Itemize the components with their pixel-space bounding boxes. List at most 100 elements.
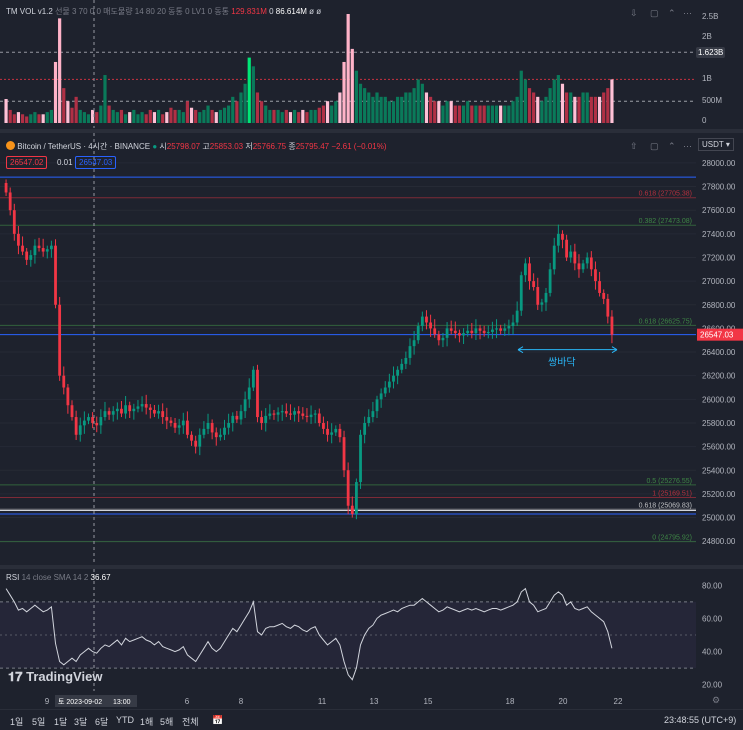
volume-pane: TM VOL v1.2 선물 3 70 0 0 매도물량 14 80 20 동통… (0, 0, 743, 128)
volume-bar (4, 99, 8, 123)
candle-body (17, 233, 20, 246)
volume-bar (334, 101, 338, 123)
volume-bar (45, 112, 49, 123)
range-1d-button[interactable]: 1일 (10, 717, 24, 727)
pane-separator[interactable] (0, 129, 743, 133)
range-5y-button[interactable]: 5해 (160, 717, 174, 727)
volume-bar (99, 105, 103, 123)
range-ytd-button[interactable]: YTD (116, 715, 134, 725)
volume-bar (231, 96, 235, 123)
volume-bar (565, 92, 569, 123)
volume-bar (544, 96, 548, 123)
volume-y-axis[interactable]: 2.5B 2B 1.623B 1B 500M 0 (696, 0, 743, 128)
candle-body (412, 340, 416, 347)
volume-bar (437, 101, 441, 123)
candle-body (589, 257, 593, 270)
volume-value-trail: ø ø (309, 7, 322, 16)
currency-select[interactable]: USDT ▾ (698, 138, 734, 151)
volume-bar (445, 101, 449, 123)
rsi-tick-label: 20.00 (702, 681, 723, 690)
tradingview-logo[interactable]: 𝟏𝟕 TradingView (8, 669, 102, 685)
date-range-icon[interactable]: 📅 (212, 715, 224, 725)
price-tick-label: 25600.00 (702, 443, 736, 452)
pane-separator[interactable] (0, 565, 743, 569)
volume-bar (292, 109, 297, 123)
move-up-icon[interactable]: ⇧ (630, 141, 638, 151)
candle-body (330, 432, 334, 435)
maximize-icon[interactable]: ▢ (650, 8, 659, 18)
ask-price-button[interactable]: 26547.03 (75, 156, 117, 169)
volume-bar (408, 92, 412, 123)
candle-body (515, 310, 519, 323)
volume-bar (371, 96, 375, 123)
range-all-button[interactable]: 전체 (182, 717, 199, 727)
range-1y-button[interactable]: 1해 (140, 717, 154, 727)
range-1m-button[interactable]: 1달 (54, 717, 68, 727)
candle-body (317, 413, 321, 423)
rsi-header[interactable]: RSI 14 close SMA 14 2 36.67 (6, 573, 111, 582)
change-value: −2.61 (−0.01%) (331, 142, 387, 151)
close-value: 25795.47 (295, 142, 330, 151)
volume-bar (383, 96, 387, 123)
more-icon[interactable]: ⋯ (683, 8, 692, 18)
range-5d-button[interactable]: 5일 (32, 717, 46, 727)
volume-bar (527, 88, 532, 123)
candle-body (239, 411, 243, 420)
volume-bar (91, 109, 95, 123)
volume-bar (62, 88, 66, 123)
candle-body (268, 413, 272, 416)
rsi-line (5, 587, 613, 681)
candle-body (433, 328, 437, 335)
candle-body (449, 328, 453, 331)
volume-bar (33, 112, 37, 123)
volume-bar (470, 105, 474, 123)
volume-bar (214, 112, 218, 123)
settings-gear-icon[interactable]: ⚙ (712, 695, 721, 705)
volume-bar (41, 114, 45, 123)
candle-body (181, 420, 185, 426)
collapse-icon[interactable]: ⌃ (668, 8, 676, 18)
volume-bar (585, 92, 589, 123)
volume-bar (499, 105, 503, 123)
move-down-icon[interactable]: ⇩ (630, 8, 638, 18)
bid-price-button[interactable]: 26547.02 (6, 156, 48, 169)
price-tick-label: 27400.00 (702, 230, 736, 239)
rsi-chart[interactable]: 80.00 60.00 40.00 20.00 9 6 8 11 13 15 18 20 22 토 202… (0, 569, 743, 709)
candle-body (610, 316, 614, 335)
time-axis-label: 20 (559, 697, 568, 706)
volume-bar (490, 105, 495, 123)
candle-body (54, 245, 57, 305)
collapse-icon[interactable]: ⌃ (668, 141, 676, 151)
candle-body (400, 363, 404, 370)
candle-body (8, 192, 12, 211)
time-axis-label: 6 (185, 697, 190, 706)
maximize-icon[interactable]: ▢ (650, 141, 659, 151)
range-3m-button[interactable]: 3달 (74, 717, 88, 727)
last-price-label: 26547.03 (700, 331, 734, 340)
price-tick-label: 26000.00 (702, 395, 736, 404)
volume-indicator-header[interactable]: TM VOL v1.2 선물 3 70 0 0 매도물량 14 80 20 동통… (6, 6, 321, 17)
volume-bar (12, 114, 16, 123)
range-6m-button[interactable]: 6달 (95, 717, 109, 727)
clock-display[interactable]: 23:48:55 (UTC+9) (664, 715, 737, 725)
fib-level-label: 0.618 (27705.38) (639, 191, 692, 198)
volume-bar (251, 66, 255, 123)
price-chart[interactable]: 28000.00 27800.00 27600.00 27400.00 27200.00… (0, 133, 743, 565)
candle-body (309, 414, 313, 418)
symbol-header[interactable]: Bitcoin / TetherUS · 4시간 · BINANCE ● 시25… (6, 141, 386, 152)
rsi-value: 36.67 (90, 573, 111, 582)
rsi-tick-label: 40.00 (702, 648, 723, 657)
volume-bar (268, 109, 272, 123)
volume-bar (297, 112, 301, 123)
rsi-tick-label: 60.00 (702, 614, 723, 623)
volume-bar (227, 105, 231, 123)
candle-body (577, 263, 581, 270)
candle-body (218, 434, 222, 438)
low-label: 저 (245, 142, 253, 151)
more-icon[interactable]: ⋯ (683, 141, 692, 151)
candle-body (313, 413, 317, 415)
volume-bar (391, 101, 396, 123)
candle-body (470, 330, 474, 334)
volume-bar (276, 109, 280, 123)
volume-bar (272, 109, 276, 123)
